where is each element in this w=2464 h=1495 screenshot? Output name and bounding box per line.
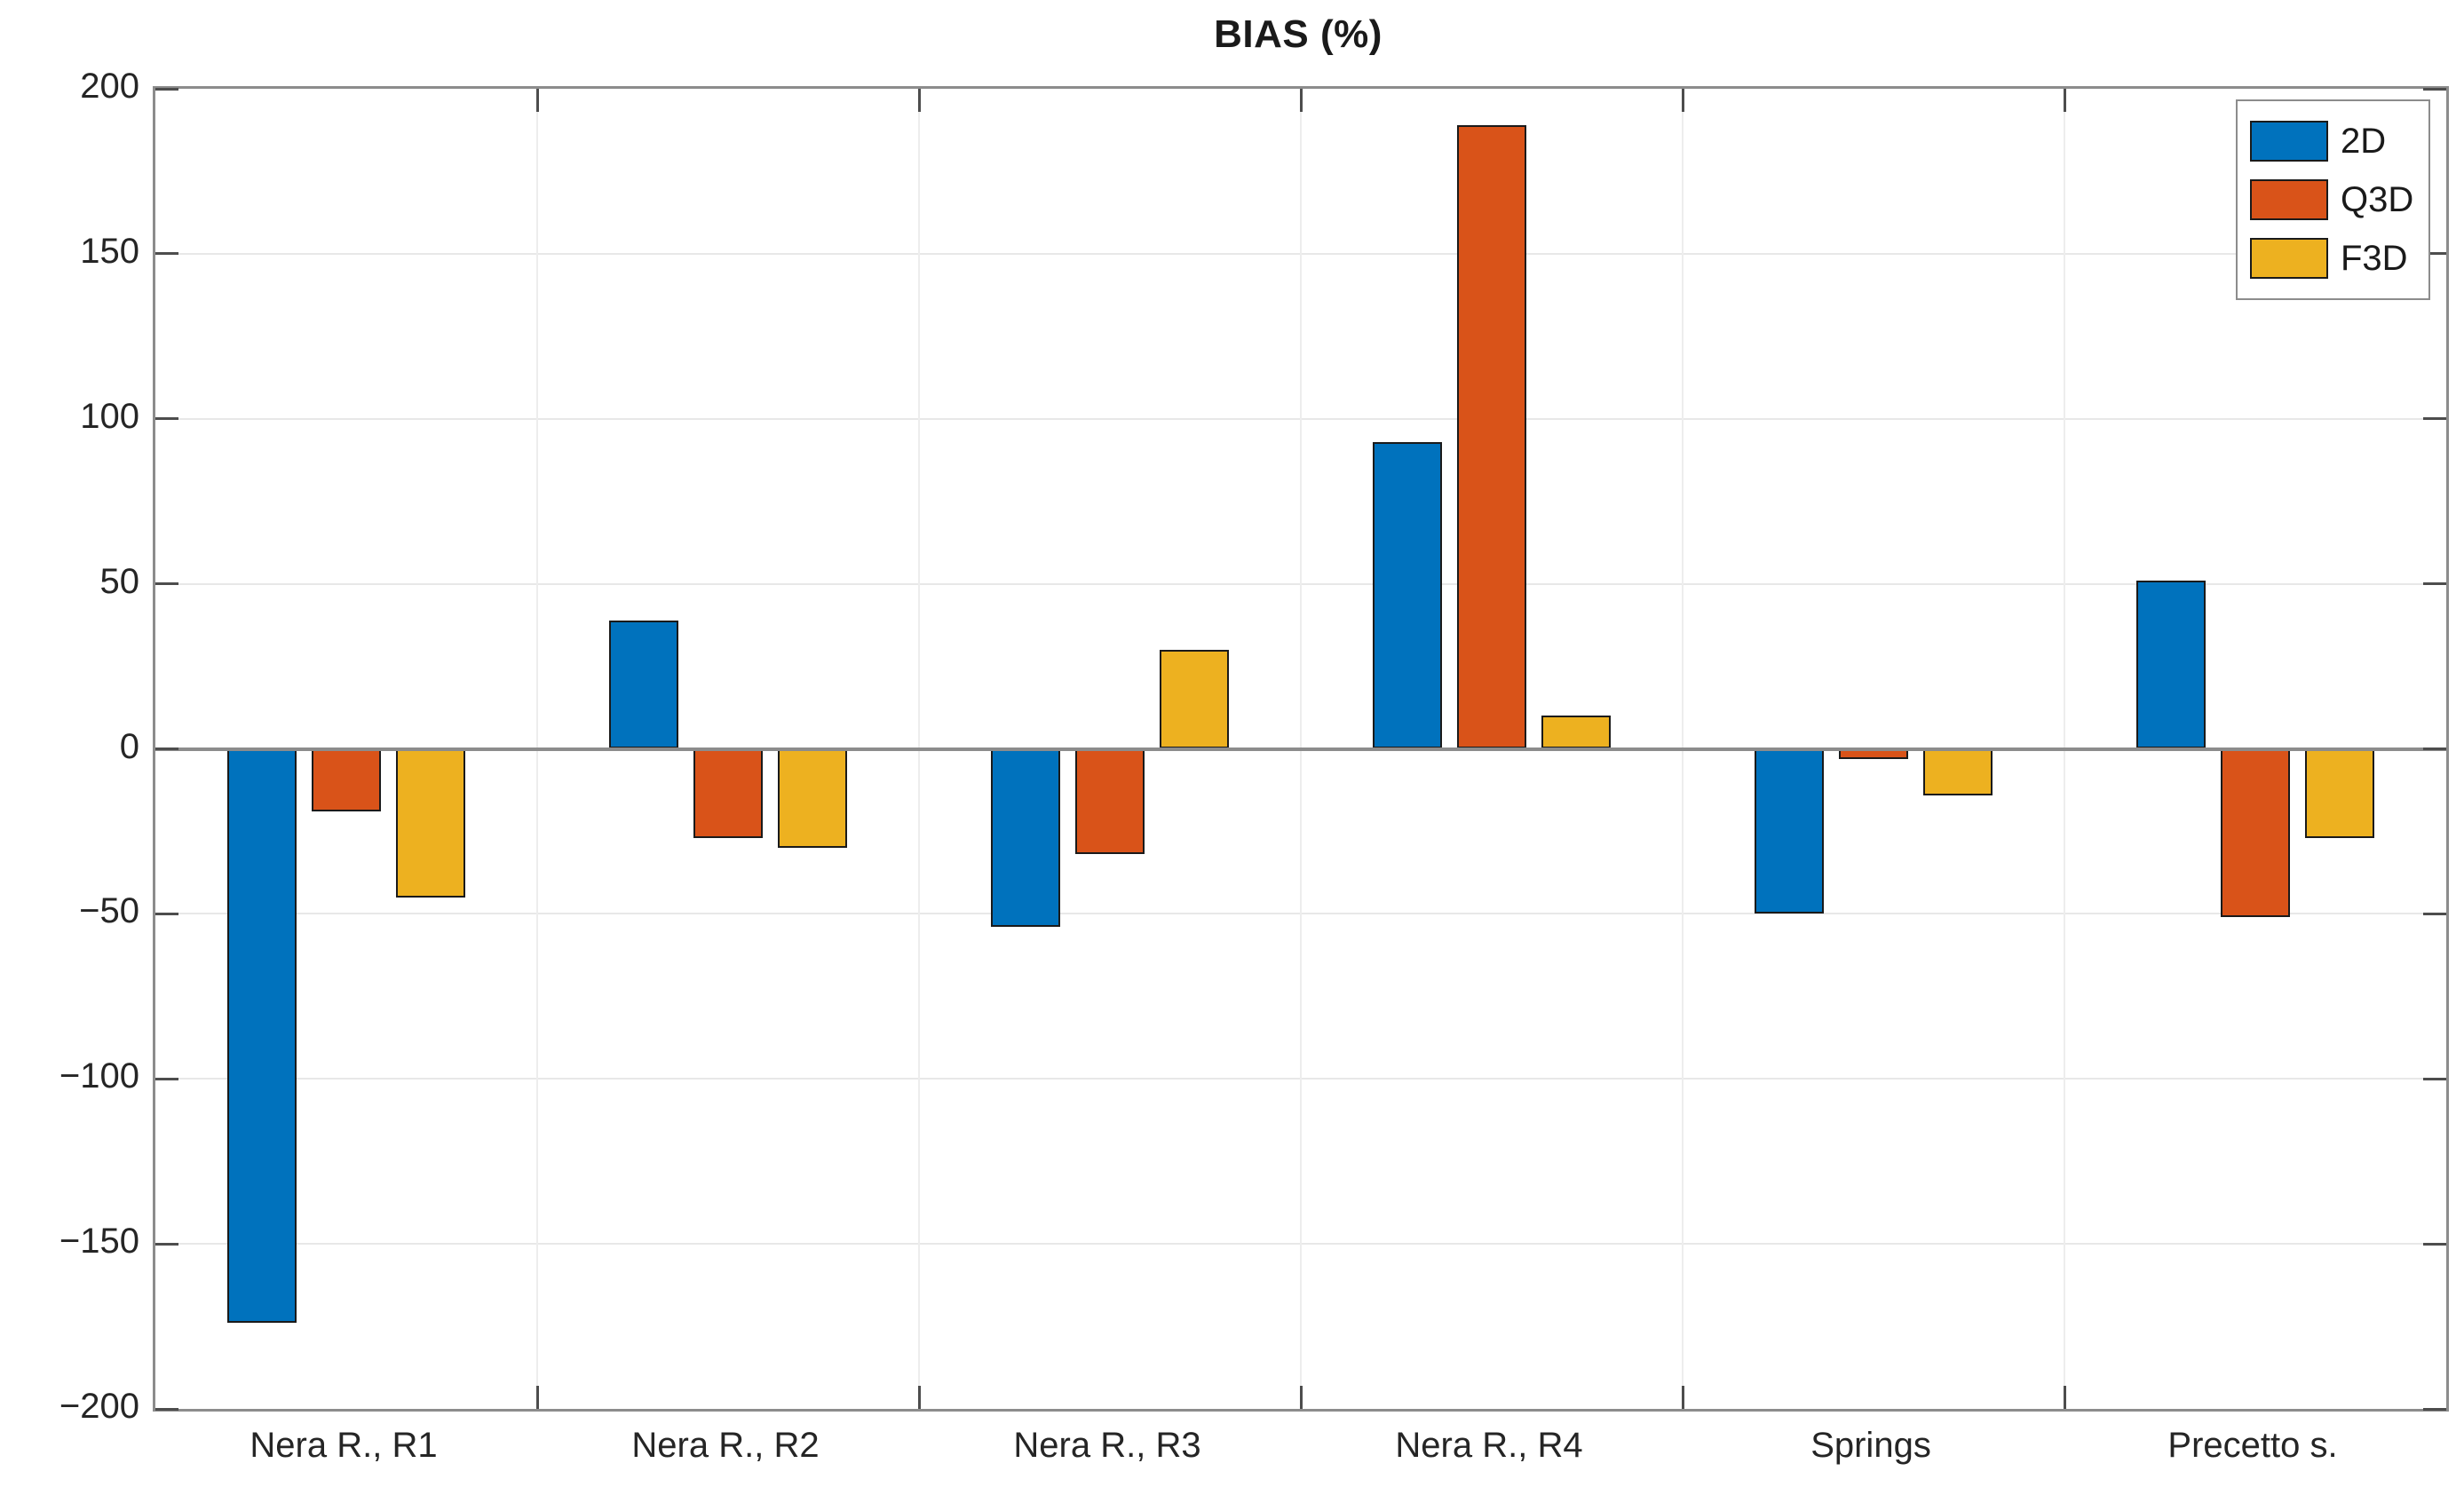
y-axis-tick [155, 417, 178, 421]
y-axis-tick [155, 87, 178, 91]
bar-Q3D-1 [312, 748, 381, 812]
x-axis-tick [1681, 1386, 1684, 1409]
bar-2D-4 [1373, 441, 1442, 749]
y-tick-label: −200 [59, 1387, 139, 1426]
y-tick-label: 0 [119, 726, 139, 766]
x-tick-label: Springs [1810, 1426, 1931, 1465]
bar-2D-5 [1755, 748, 1824, 914]
x-axis-tick [917, 1386, 921, 1409]
bar-F3D-3 [1160, 649, 1229, 749]
legend-swatch-q3d [2250, 179, 2328, 220]
bar-Q3D-3 [1075, 748, 1145, 855]
y-axis-tick [2423, 252, 2446, 256]
y-axis-tick [2423, 87, 2446, 91]
bar-Q3D-4 [1457, 124, 1526, 749]
bar-Q3D-6 [2221, 748, 2290, 918]
legend-item-2d: 2D [2238, 112, 2428, 170]
x-tick-label: Nera R., R3 [1013, 1426, 1201, 1465]
legend-label-2d: 2D [2341, 122, 2387, 161]
bar-2D-2 [609, 620, 678, 749]
legend-swatch-2d [2250, 121, 2328, 162]
legend: 2D Q3D F3D [2236, 99, 2430, 300]
y-tick-label: 100 [80, 396, 139, 436]
y-tick-label: 150 [80, 231, 139, 271]
plot-area [153, 86, 2449, 1412]
y-tick-label: 200 [80, 67, 139, 106]
bar-F3D-2 [778, 748, 847, 849]
y-axis-tick [2423, 912, 2446, 915]
legend-label-q3d: Q3D [2341, 180, 2414, 219]
bar-F3D-4 [1541, 716, 1611, 749]
y-axis-tick [2423, 748, 2446, 750]
y-tick-label: −50 [79, 891, 139, 931]
chart-title: BIAS (%) [1214, 12, 1383, 56]
legend-item-q3d: Q3D [2238, 170, 2428, 229]
x-axis-tick [2063, 89, 2066, 112]
y-tick-label: −150 [59, 1222, 139, 1262]
x-axis-tick [535, 1386, 539, 1409]
y-axis-tick [155, 912, 178, 915]
zero-baseline [155, 747, 2446, 751]
y-axis-tick [2423, 1407, 2446, 1411]
x-axis-tick [1681, 89, 1684, 112]
x-axis-tick [2063, 1386, 2066, 1409]
bar-2D-1 [227, 748, 297, 1324]
y-axis-tick [155, 748, 178, 750]
bar-F3D-6 [2305, 748, 2374, 838]
bar-2D-6 [2136, 580, 2206, 749]
bar-2D-3 [991, 748, 1060, 928]
x-axis-tick [917, 89, 921, 112]
bar-F3D-1 [396, 748, 465, 898]
y-axis-tick [155, 1077, 178, 1080]
y-axis-tick [2423, 1242, 2446, 1246]
y-tick-label: 50 [99, 561, 140, 601]
y-axis-tick [2423, 417, 2446, 421]
y-axis-tick [155, 582, 178, 586]
y-axis-tick [155, 252, 178, 256]
y-axis-tick [2423, 1077, 2446, 1080]
legend-item-f3d: F3D [2238, 229, 2428, 288]
x-tick-label: Nera R., R1 [250, 1426, 438, 1465]
y-axis-tick [155, 1407, 178, 1411]
y-axis-tick [155, 1242, 178, 1246]
bar-Q3D-2 [693, 748, 763, 838]
y-axis-tick [2423, 582, 2446, 586]
legend-label-f3d: F3D [2341, 239, 2408, 278]
bar-F3D-5 [1923, 748, 1993, 795]
x-axis-tick [1299, 1386, 1303, 1409]
y-tick-label: −100 [59, 1056, 139, 1096]
x-tick-label: Nera R., R2 [631, 1426, 820, 1465]
legend-swatch-f3d [2250, 238, 2328, 279]
x-axis-tick [535, 89, 539, 112]
x-axis-tick [1299, 89, 1303, 112]
x-tick-label: Precetto s. [2167, 1426, 2338, 1465]
x-tick-label: Nera R., R4 [1395, 1426, 1583, 1465]
